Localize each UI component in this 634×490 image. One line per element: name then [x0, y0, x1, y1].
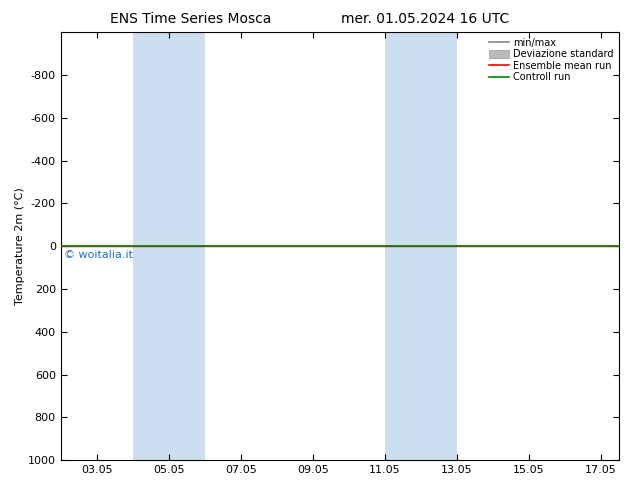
Text: © woitalia.it: © woitalia.it [64, 250, 133, 260]
Bar [385, 32, 457, 460]
Legend: min/max, Deviazione standard, Ensemble mean run, Controll run: min/max, Deviazione standard, Ensemble m… [486, 34, 617, 86]
Text: mer. 01.05.2024 16 UTC: mer. 01.05.2024 16 UTC [340, 12, 509, 26]
Bar [133, 32, 205, 460]
Y-axis label: Temperature 2m (°C): Temperature 2m (°C) [15, 187, 25, 305]
Text: ENS Time Series Mosca: ENS Time Series Mosca [110, 12, 271, 26]
